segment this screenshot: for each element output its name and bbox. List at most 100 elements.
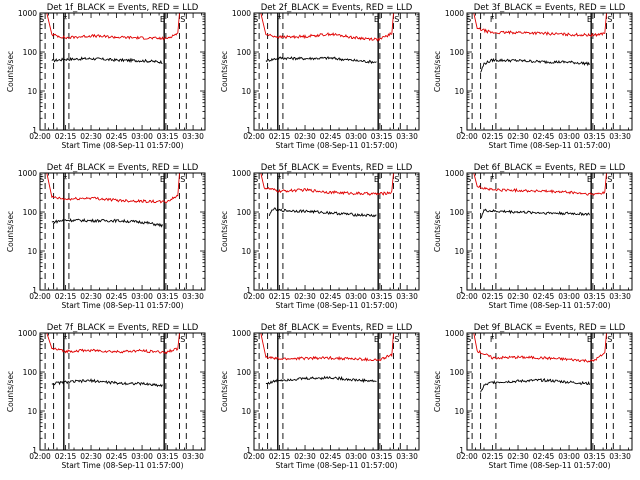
x-tick-label: 03:15 — [371, 132, 393, 141]
panel-title: Det 2f_BLACK = Events, RED = LLD — [261, 3, 413, 13]
x-tick-label: 02:45 — [320, 452, 342, 461]
x-tick-label: 03:15 — [157, 292, 179, 301]
x-axis-label: Start Time (08-Sep-11 01:57:00) — [489, 461, 611, 470]
y-tick-label: 100 — [23, 208, 38, 217]
plot-frame — [39, 172, 206, 291]
marker-label: E — [587, 175, 592, 184]
x-tick-label: 03:15 — [584, 452, 606, 461]
x-tick-label: 02:00 — [456, 292, 478, 301]
y-tick-label: 1000 — [232, 169, 251, 178]
marker-label: F — [277, 15, 282, 24]
x-tick-label: 03:00 — [131, 292, 153, 301]
x-tick-label: 02:45 — [106, 132, 128, 141]
marker-label: S — [607, 335, 612, 344]
x-tick-label: 02:15 — [55, 292, 77, 301]
x-tick-label: 03:00 — [131, 452, 153, 461]
marker-label: F — [277, 335, 282, 344]
x-tick-label: 02:45 — [320, 292, 342, 301]
panel-title: Det 6f_BLACK = Events, RED = LLD — [474, 163, 626, 173]
y-tick-label: 10 — [27, 87, 37, 96]
y-tick-label: 1000 — [445, 9, 464, 18]
x-tick-label: 02:15 — [482, 292, 504, 301]
marker-label: S — [607, 175, 612, 184]
x-axis-label: Start Time (08-Sep-11 01:57:00) — [489, 141, 611, 150]
x-axis-label: Start Time (08-Sep-11 01:57:00) — [276, 301, 398, 310]
y-tick-label: 100 — [237, 208, 252, 217]
detector-panel: Det 2f_BLACK = Events, RED = LLD 1 10 100 10… — [220, 3, 420, 150]
x-tick-label: 02:00 — [456, 132, 478, 141]
y-tick-label: 10 — [454, 247, 464, 256]
marker-label: S — [39, 335, 44, 344]
lld-series-line — [260, 332, 394, 362]
x-tick-label: 02:30 — [80, 292, 102, 301]
x-tick-label: 02:00 — [29, 452, 51, 461]
y-axis-label: Counts/sec — [433, 211, 442, 252]
plot-frame — [466, 12, 633, 131]
y-tick-label: 10 — [241, 407, 251, 416]
marker-label: S — [607, 15, 612, 24]
marker-label: S — [394, 335, 399, 344]
y-tick-label: 1 — [32, 126, 37, 135]
panel-title: Det 5f_BLACK = Events, RED = LLD — [261, 163, 413, 173]
y-axis-label: Counts/sec — [220, 211, 229, 252]
plot-frame — [39, 332, 206, 451]
panel-title: Det 9f_BLACK = Events, RED = LLD — [474, 323, 626, 333]
x-tick-label: 03:00 — [345, 452, 367, 461]
x-tick-label: 02:30 — [507, 292, 529, 301]
y-tick-label: 10 — [27, 247, 37, 256]
y-tick-label: 100 — [450, 48, 465, 57]
marker-label: S — [466, 335, 471, 344]
events-series-line — [51, 217, 163, 228]
plot-frame — [253, 12, 420, 131]
detector-panel: Det 6f_BLACK = Events, RED = LLD 1 10 100 10… — [433, 163, 633, 310]
panel-title: Det 8f_BLACK = Events, RED = LLD — [261, 323, 413, 333]
lld-series-line — [473, 332, 607, 363]
y-tick-label: 1000 — [232, 329, 251, 338]
y-tick-label: 100 — [237, 48, 252, 57]
panel-title: Det 1f_BLACK = Events, RED = LLD — [47, 3, 199, 13]
marker-label: S — [394, 15, 399, 24]
x-tick-label: 03:00 — [345, 132, 367, 141]
y-tick-label: 10 — [27, 407, 37, 416]
x-tick-label: 03:30 — [396, 132, 418, 141]
x-tick-label: 02:45 — [106, 292, 128, 301]
panel-title: Det 3f_BLACK = Events, RED = LLD — [474, 3, 626, 13]
x-tick-label: 03:30 — [182, 292, 204, 301]
marker-label: E — [587, 15, 592, 24]
lld-series-line — [46, 332, 180, 355]
panel-title: Det 7f_BLACK = Events, RED = LLD — [47, 323, 199, 333]
lld-series-line — [473, 12, 607, 38]
lld-series-line — [260, 12, 394, 42]
y-tick-label: 10 — [454, 87, 464, 96]
x-tick-label: 02:30 — [507, 132, 529, 141]
events-series-line — [51, 56, 163, 64]
marker-label: S — [253, 175, 258, 184]
x-tick-label: 02:45 — [106, 452, 128, 461]
events-series-line — [480, 208, 590, 219]
x-tick-label: 02:30 — [294, 452, 316, 461]
lld-series-line — [46, 12, 180, 41]
marker-label: F — [63, 15, 68, 24]
y-axis-label: Counts/sec — [6, 51, 15, 92]
marker-label: E — [374, 335, 379, 344]
x-tick-label: 02:00 — [243, 292, 265, 301]
marker-label: F — [490, 15, 495, 24]
panel-title: Det 4f_BLACK = Events, RED = LLD — [47, 163, 199, 173]
y-tick-label: 1 — [32, 446, 37, 455]
x-axis-label: Start Time (08-Sep-11 01:57:00) — [62, 301, 184, 310]
x-tick-label: 03:15 — [371, 452, 393, 461]
lld-series-line — [46, 172, 180, 204]
x-tick-label: 03:30 — [609, 292, 631, 301]
x-tick-label: 03:15 — [157, 132, 179, 141]
x-axis-label: Start Time (08-Sep-11 01:57:00) — [276, 461, 398, 470]
x-tick-label: 03:30 — [609, 452, 631, 461]
y-tick-label: 10 — [241, 87, 251, 96]
y-tick-label: 100 — [450, 208, 465, 217]
x-tick-label: 02:45 — [533, 292, 555, 301]
detector-panel: Det 7f_BLACK = Events, RED = LLD 1 10 100 10… — [6, 323, 206, 470]
y-axis-label: Counts/sec — [220, 51, 229, 92]
lld-series-line — [260, 172, 394, 196]
x-tick-label: 02:00 — [243, 132, 265, 141]
plot-frame — [39, 12, 206, 131]
y-tick-label: 1 — [246, 446, 251, 455]
